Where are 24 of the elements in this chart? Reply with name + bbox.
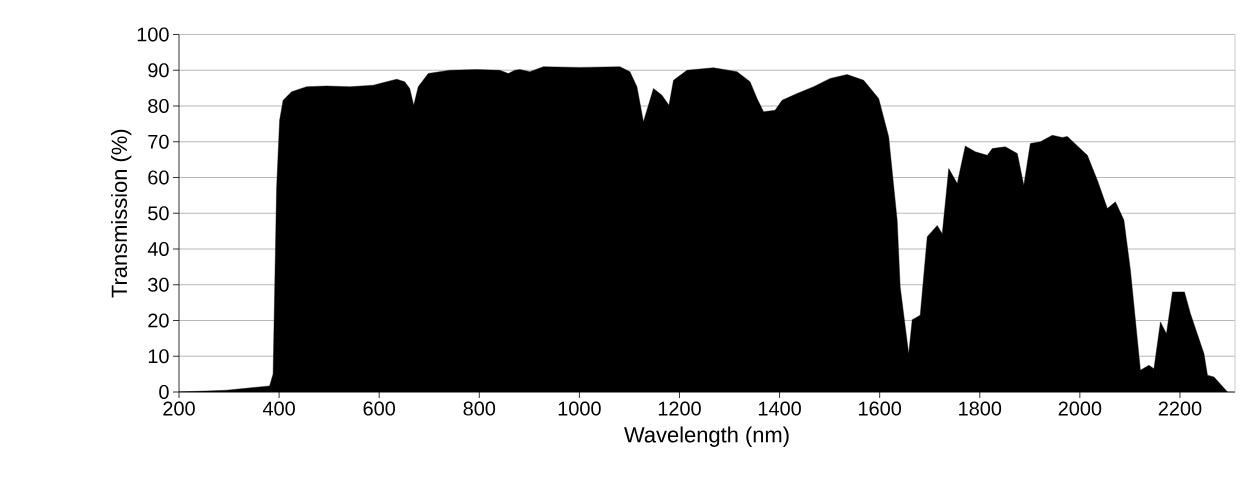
x-tick-label: 1000 (558, 401, 601, 416)
y-tick-label: 40 (147, 241, 169, 257)
y-tick-label: 70 (148, 134, 169, 149)
y-axis-title: Transmission (%) (110, 129, 132, 298)
x-tick-label: 1600 (859, 401, 902, 416)
y-tick-label: 20 (148, 313, 169, 328)
y-tick-label: 30 (148, 277, 169, 292)
x-tick-label: 600 (363, 401, 396, 416)
x-tick-label: 400 (262, 401, 295, 416)
x-tick-label: 2200 (1158, 401, 1202, 416)
x-tick-label: 1400 (758, 401, 801, 416)
y-tick-label: 60 (148, 170, 169, 185)
y-tick-label: 80 (148, 98, 169, 114)
y-tick-label: 90 (148, 63, 169, 78)
y-tick-label: 10 (148, 349, 169, 364)
x-tick-label: 800 (463, 401, 496, 416)
x-axis-title: Wavelength (nm) (624, 426, 789, 447)
x-tick-label: 1200 (658, 401, 701, 416)
y-tick-label: 0 (159, 384, 169, 400)
x-tick-label: 2000 (1058, 401, 1102, 416)
y-tick-label: 50 (148, 206, 169, 221)
y-tick-label: 100 (137, 27, 169, 42)
x-tick-label: 200 (163, 401, 195, 416)
x-tick-label: 1800 (959, 401, 1002, 416)
